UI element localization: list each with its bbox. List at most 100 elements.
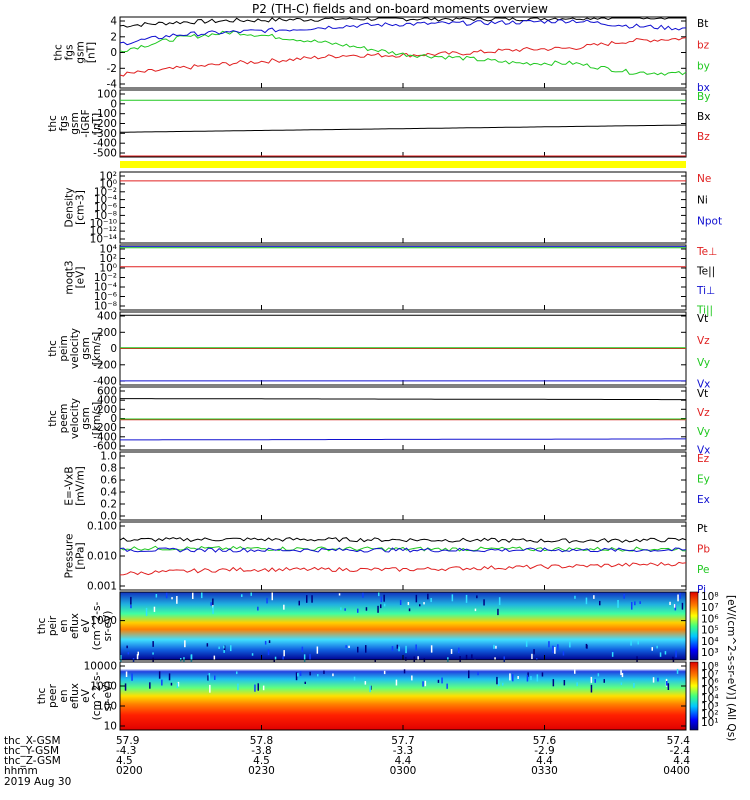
spectrogram-speck xyxy=(664,651,667,655)
spectrogram-speck xyxy=(149,682,151,689)
spectrogram-speck xyxy=(297,673,299,677)
spectrogram-speck xyxy=(399,599,402,605)
panel-2: 1000-100-200-300-400-500 thcfgsgsm-IGRF[n… xyxy=(47,89,710,160)
y-tick-label: 0.6 xyxy=(100,475,117,487)
spectrogram-speck xyxy=(569,641,571,648)
spectrogram-speck xyxy=(405,657,407,661)
colorbar-label: [eV/(cm^2-s-sr-eV)] (All Qs) xyxy=(725,595,737,741)
x-tick-value: -2.4 xyxy=(670,745,691,757)
panel-9: 10⁸10⁷10⁶10⁵10⁴10³1000thcpeirenefluxeV(c… xyxy=(36,591,719,667)
spectrogram-speck xyxy=(344,608,346,611)
x-tick-value: 57.9 xyxy=(116,735,139,747)
y-axis-label: moqt3[eV] xyxy=(64,260,87,294)
legend-Vy: Vy xyxy=(697,357,710,369)
spectrogram-speck xyxy=(417,656,419,662)
y-axis-label-line: moqt3 xyxy=(64,260,76,294)
spectrogram-speck xyxy=(137,651,139,656)
series-line-Bx xyxy=(119,124,687,133)
spectrogram-speck xyxy=(192,592,194,599)
y-tick-label: -400 xyxy=(93,376,117,388)
spectrogram-speck xyxy=(264,640,267,645)
x-row-label: hhmm xyxy=(4,765,38,777)
spectrogram-speck xyxy=(223,645,225,649)
series-line-Pe xyxy=(119,545,687,552)
spectrogram-speck xyxy=(468,670,470,679)
spectrogram-speck xyxy=(495,645,497,649)
series-line-Pi xyxy=(119,547,687,553)
spectrogram-speck xyxy=(206,643,209,647)
y-axis-label-line: [km/s] xyxy=(91,332,103,366)
x-row-label: 2019 Aug 30 xyxy=(4,776,71,788)
spectrogram-speck xyxy=(212,606,214,614)
spectrogram-speck xyxy=(357,646,359,653)
x-tick-value: 4.4 xyxy=(536,755,553,767)
spectrogram-speck xyxy=(395,679,398,686)
spectrogram-speck xyxy=(585,597,588,605)
spectrogram-speck xyxy=(419,604,421,607)
spectrogram-speck xyxy=(311,595,313,603)
panel-1: 4 2 0 -2 -4 thcfgsgsm[nT] Bt bz by bx xyxy=(53,16,710,94)
x-tick-value: 57.4 xyxy=(667,735,691,747)
y-tick-label: 10⁴ xyxy=(99,244,117,256)
y-tick-label: -300 xyxy=(93,128,117,140)
series-line-Vx xyxy=(120,438,686,441)
colorbar-tick-label: 10⁸ xyxy=(701,591,719,603)
spectrogram-speck xyxy=(299,671,302,676)
colorbar-tick-label: 10⁸ xyxy=(701,661,719,673)
spectrogram-speck xyxy=(620,669,622,676)
y-axis-label-line: thc xyxy=(36,688,48,705)
spectrogram-speck xyxy=(450,649,453,654)
spectrogram-speck xyxy=(274,656,277,661)
y-axis-label-line: thc xyxy=(47,340,59,357)
colorbar-tick-label: 10⁴ xyxy=(701,636,719,648)
series-line-bz xyxy=(119,37,687,77)
spectrogram-speck xyxy=(364,681,367,685)
x-tick-value: 0300 xyxy=(390,765,417,777)
spectrogram-speck xyxy=(458,647,460,654)
y-tick-label: 0 xyxy=(110,413,117,425)
y-axis-label-line: [mV/m] xyxy=(75,466,87,505)
y-tick-label: -200 xyxy=(93,359,117,371)
colorbar-tick-label: 10⁵ xyxy=(701,685,719,697)
spectrogram-speck xyxy=(536,674,539,682)
spectrogram-speck xyxy=(562,651,565,656)
y-axis-label-line: fgs xyxy=(64,45,76,61)
spectrogram-speck xyxy=(405,645,407,654)
y-axis-label-line: gsm xyxy=(75,41,87,63)
spectrogram xyxy=(120,592,686,660)
y-tick-label: 0 xyxy=(110,98,117,110)
spectrogram-speck xyxy=(493,644,495,649)
spectrogram-speck xyxy=(323,670,325,674)
spectrogram-speck xyxy=(446,683,448,689)
y-tick-label: -400 xyxy=(93,138,117,150)
spectrogram-speck xyxy=(603,679,605,683)
legend-Ne: Ne xyxy=(697,173,711,185)
x-tick-value: 57.6 xyxy=(533,735,557,747)
y-tick-label: 400 xyxy=(97,395,117,407)
y-tick-label: -500 xyxy=(93,148,117,160)
spectrogram-speck xyxy=(437,679,440,683)
y-axis-label-line: [eV] xyxy=(75,267,87,289)
y-tick-label: 100 xyxy=(97,89,117,101)
y-tick-label: 0.001 xyxy=(87,581,117,593)
x-tick-value: -2.9 xyxy=(534,745,555,757)
spectrogram-speck xyxy=(623,594,625,599)
spectrogram-speck xyxy=(257,606,259,611)
spectrogram-speck xyxy=(332,673,334,677)
y-tick-label: 10⁻⁸ xyxy=(94,301,117,313)
y-axis-label-line: gsm xyxy=(69,112,81,134)
y-tick-label: 10⁻² xyxy=(94,272,117,284)
spectrogram-speck xyxy=(574,595,576,599)
x-tick-value: 0200 xyxy=(116,765,143,777)
spectrogram-speck xyxy=(403,669,406,674)
spectrogram-speck xyxy=(380,604,382,609)
spectrogram-speck xyxy=(531,653,533,660)
spectrogram-speck xyxy=(170,682,173,686)
y-tick-label: 10⁻² xyxy=(94,186,117,198)
y-tick-label: 0.100 xyxy=(87,521,117,533)
y-tick-label: 10⁻¹⁰ xyxy=(90,218,117,230)
y-tick-label: -400 xyxy=(93,431,117,443)
spectrogram-speck xyxy=(254,684,256,692)
x-tick-value: 4.5 xyxy=(253,755,270,767)
spectrogram-speck xyxy=(620,682,623,685)
